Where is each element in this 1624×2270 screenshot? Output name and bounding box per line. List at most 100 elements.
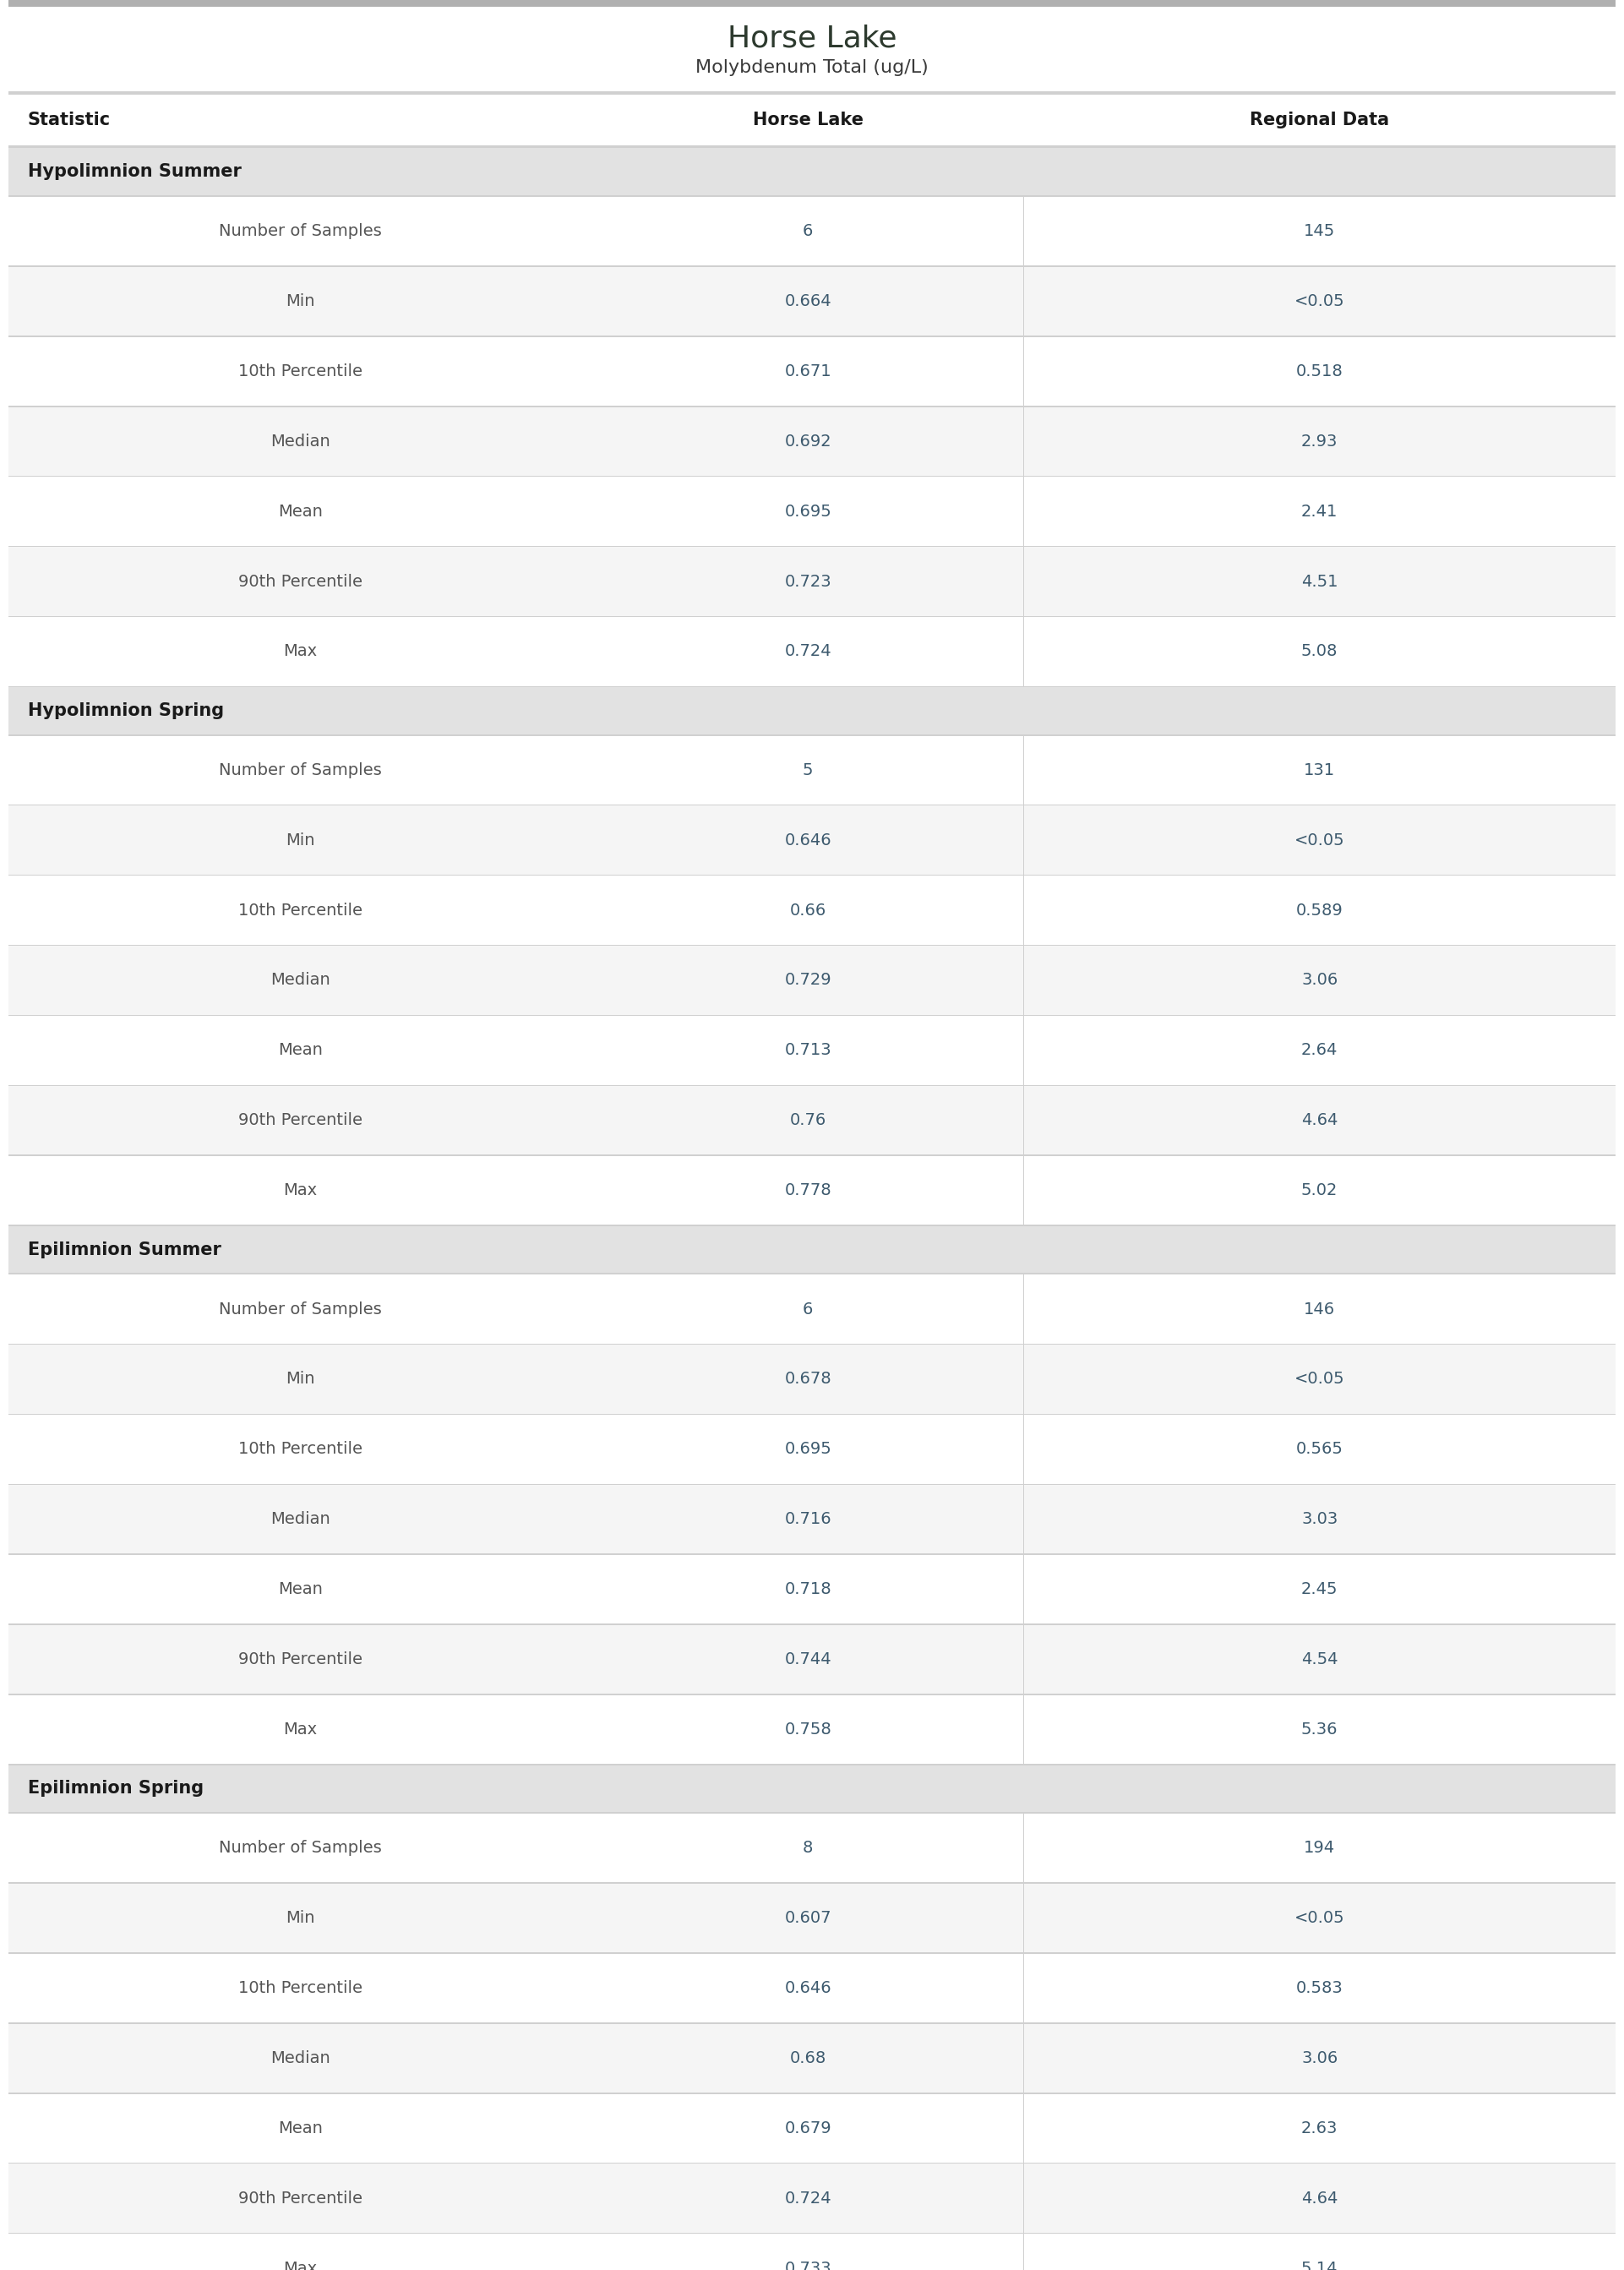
Text: 0.589: 0.589 (1296, 901, 1343, 919)
Bar (8, 2163, 1616, 2234)
Text: 2.41: 2.41 (1301, 504, 1338, 520)
Bar (8, 1954, 1616, 2023)
Text: <0.05: <0.05 (1294, 1909, 1345, 1927)
Text: 145: 145 (1304, 222, 1335, 238)
Text: 10th Percentile: 10th Percentile (239, 901, 362, 919)
Bar (8, 1884, 1616, 1952)
Text: 0.679: 0.679 (784, 2120, 831, 2136)
Text: Hypolimnion Spring: Hypolimnion Spring (28, 701, 224, 720)
Text: Min: Min (286, 293, 315, 309)
Text: 90th Percentile: 90th Percentile (239, 1112, 362, 1128)
Bar (8, 1085, 1616, 1155)
Text: 0.744: 0.744 (784, 1650, 831, 1668)
Text: 5.14: 5.14 (1301, 2261, 1338, 2270)
Text: 0.695: 0.695 (784, 1441, 831, 1457)
Text: Horse Lake: Horse Lake (728, 25, 896, 52)
Text: 0.66: 0.66 (789, 901, 827, 919)
Text: 0.646: 0.646 (784, 1979, 831, 1995)
Text: Horse Lake: Horse Lake (752, 111, 864, 129)
Text: 0.583: 0.583 (1296, 1979, 1343, 1995)
Text: 131: 131 (1304, 763, 1335, 779)
Text: Median: Median (271, 972, 330, 987)
Bar (8, 336, 1616, 406)
Text: 2.45: 2.45 (1301, 1582, 1338, 1598)
Bar (8, 547, 1616, 615)
Text: Epilimnion Summer: Epilimnion Summer (28, 1242, 221, 1258)
Text: Number of Samples: Number of Samples (219, 222, 382, 238)
Bar (8, 1017, 1616, 1085)
Bar (8, 2025, 1616, 2093)
Bar (8, 1485, 1616, 1553)
Text: Number of Samples: Number of Samples (219, 1301, 382, 1317)
Text: Min: Min (286, 1909, 315, 1927)
Text: 0.778: 0.778 (784, 1183, 831, 1199)
Bar (8, 7, 1616, 91)
Text: Mean: Mean (278, 504, 323, 520)
Text: 4.64: 4.64 (1301, 2191, 1338, 2206)
Bar (8, 197, 1616, 266)
Text: Number of Samples: Number of Samples (219, 1841, 382, 1857)
Text: 3.03: 3.03 (1301, 1512, 1338, 1528)
Text: 0.518: 0.518 (1296, 363, 1343, 379)
Text: 0.607: 0.607 (784, 1909, 831, 1927)
Bar (8, 95, 1616, 145)
Text: 0.713: 0.713 (784, 1042, 831, 1058)
Bar (8, 91, 1616, 95)
Text: 5.02: 5.02 (1301, 1183, 1338, 1199)
Text: Mean: Mean (278, 1582, 323, 1598)
Bar (8, 0, 1616, 7)
Text: 2.64: 2.64 (1301, 1042, 1338, 1058)
Text: <0.05: <0.05 (1294, 833, 1345, 849)
Text: Hypolimnion Summer: Hypolimnion Summer (28, 163, 242, 179)
Text: 0.733: 0.733 (784, 2261, 831, 2270)
Text: Median: Median (271, 2050, 330, 2066)
Text: Max: Max (284, 2261, 317, 2270)
Text: 6: 6 (802, 222, 814, 238)
Bar (8, 947, 1616, 1015)
Text: 6: 6 (802, 1301, 814, 1317)
Text: Mean: Mean (278, 2120, 323, 2136)
Text: 0.723: 0.723 (784, 574, 831, 590)
Text: 90th Percentile: 90th Percentile (239, 2191, 362, 2206)
Text: 2.93: 2.93 (1301, 434, 1338, 449)
Bar (8, 1414, 1616, 1485)
Text: Min: Min (286, 1371, 315, 1387)
Text: Max: Max (284, 642, 317, 661)
Text: 0.718: 0.718 (784, 1582, 831, 1598)
Bar (8, 2093, 1616, 2163)
Text: Number of Samples: Number of Samples (219, 763, 382, 779)
Text: 0.678: 0.678 (784, 1371, 831, 1387)
Bar (8, 1344, 1616, 1414)
Text: 0.724: 0.724 (784, 642, 831, 661)
Text: 90th Percentile: 90th Percentile (239, 574, 362, 590)
Text: 0.729: 0.729 (784, 972, 831, 987)
Bar (8, 477, 1616, 545)
Text: 0.695: 0.695 (784, 504, 831, 520)
Text: Mean: Mean (278, 1042, 323, 1058)
Bar (8, 1555, 1616, 1623)
Bar (8, 148, 1616, 195)
Text: <0.05: <0.05 (1294, 293, 1345, 309)
Text: 10th Percentile: 10th Percentile (239, 363, 362, 379)
Bar (8, 2234, 1616, 2270)
Text: 2.63: 2.63 (1301, 2120, 1338, 2136)
Text: 10th Percentile: 10th Percentile (239, 1441, 362, 1457)
Text: 0.664: 0.664 (784, 293, 831, 309)
Text: 194: 194 (1304, 1841, 1335, 1857)
Bar (8, 735, 1616, 804)
Text: Molybdenum Total (ug/L): Molybdenum Total (ug/L) (695, 59, 929, 77)
Bar (8, 268, 1616, 336)
Bar (8, 1625, 1616, 1693)
Text: 146: 146 (1304, 1301, 1335, 1317)
Text: 0.758: 0.758 (784, 1721, 831, 1737)
Bar (8, 1766, 1616, 1811)
Text: Statistic: Statistic (28, 111, 110, 129)
Text: 0.692: 0.692 (784, 434, 831, 449)
Text: Median: Median (271, 1512, 330, 1528)
Text: 5.36: 5.36 (1301, 1721, 1338, 1737)
Bar (8, 1696, 1616, 1764)
Text: 0.76: 0.76 (789, 1112, 827, 1128)
Text: 4.54: 4.54 (1301, 1650, 1338, 1668)
Text: <0.05: <0.05 (1294, 1371, 1345, 1387)
Text: 0.646: 0.646 (784, 833, 831, 849)
